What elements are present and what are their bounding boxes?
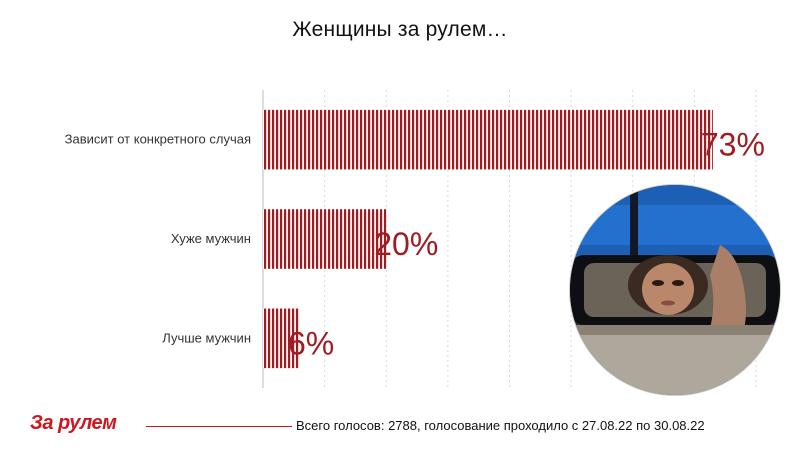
vote-summary-text: Всего голосов: 2788, голосование проходи… xyxy=(296,418,705,433)
value-label: 73% xyxy=(701,127,765,163)
bar-3 xyxy=(263,308,300,369)
value-label: 20% xyxy=(374,226,438,262)
za-rulem-logo: За рулем xyxy=(30,412,117,434)
woman-in-mirror-photo xyxy=(570,185,780,395)
category-label: Зависит от конкретного случая xyxy=(65,132,251,147)
category-label: Хуже мужчин xyxy=(171,231,251,246)
footer-divider xyxy=(146,426,292,427)
category-label: Лучше мужчин xyxy=(162,330,251,345)
value-label: 6% xyxy=(288,325,334,361)
labels: Зависит от конкретного случая 73% Хуже муж… xyxy=(65,127,765,362)
bars xyxy=(263,109,713,369)
chart-title: Женщины за рулем… xyxy=(292,18,508,41)
bar-1 xyxy=(263,109,713,170)
bar-2 xyxy=(263,209,387,269)
